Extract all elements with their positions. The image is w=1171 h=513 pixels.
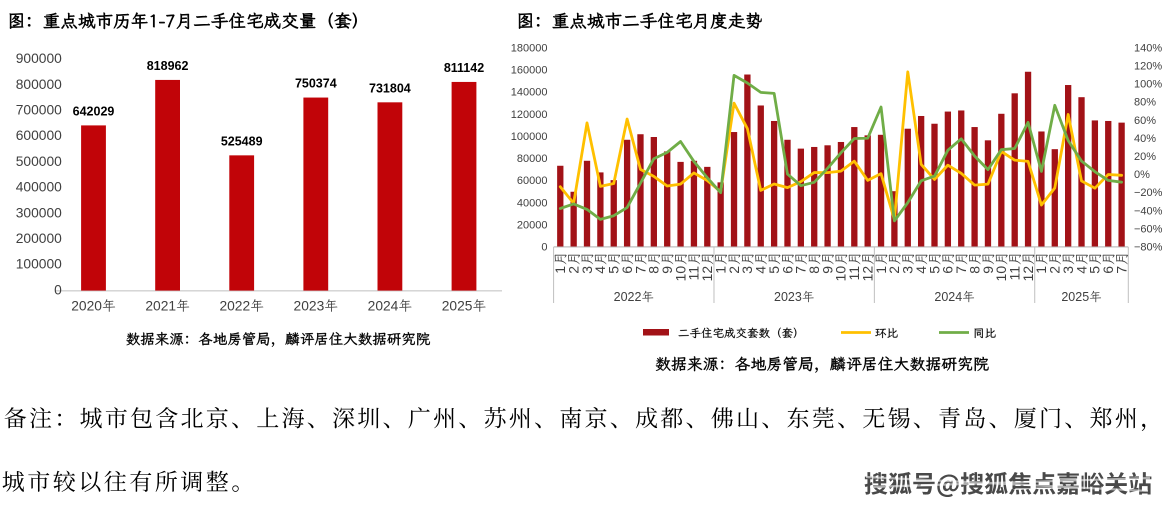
- svg-text:9: 9: [980, 266, 996, 274]
- svg-text:2022: 2022: [614, 290, 642, 304]
- svg-text:7: 7: [632, 266, 648, 274]
- svg-text:100000: 100000: [511, 131, 548, 143]
- svg-text:11: 11: [846, 266, 862, 281]
- svg-text:10: 10: [833, 266, 849, 282]
- svg-text:180000: 180000: [511, 42, 548, 54]
- svg-text:11: 11: [1006, 266, 1022, 281]
- svg-text:4: 4: [592, 266, 608, 274]
- svg-text:40000: 40000: [517, 197, 548, 209]
- svg-text:7: 7: [793, 266, 809, 274]
- svg-text:100%: 100%: [1134, 79, 1162, 91]
- svg-text:80%: 80%: [1134, 97, 1156, 109]
- svg-text:5: 5: [766, 266, 782, 274]
- svg-text:−20%: −20%: [1134, 187, 1163, 199]
- svg-text:160000: 160000: [511, 65, 548, 77]
- svg-text:3: 3: [1060, 266, 1076, 274]
- svg-text:6: 6: [779, 266, 795, 274]
- svg-text:5: 5: [926, 266, 942, 274]
- svg-text:1: 1: [712, 266, 728, 274]
- svg-text:6: 6: [1100, 266, 1116, 274]
- svg-text:40%: 40%: [1134, 133, 1156, 145]
- svg-text:120%: 120%: [1134, 61, 1162, 73]
- svg-text:120000: 120000: [511, 109, 548, 121]
- svg-text:700000: 700000: [16, 103, 62, 118]
- svg-text:300000: 300000: [16, 205, 62, 220]
- svg-text:1: 1: [1033, 266, 1049, 274]
- svg-text:3: 3: [579, 266, 595, 274]
- svg-text:60%: 60%: [1134, 115, 1156, 127]
- svg-text:20000: 20000: [517, 219, 548, 231]
- svg-text:400000: 400000: [16, 180, 62, 195]
- svg-text:642029: 642029: [73, 104, 115, 118]
- svg-text:12: 12: [859, 266, 875, 282]
- svg-text:−40%: −40%: [1134, 205, 1163, 217]
- svg-text:3: 3: [739, 266, 755, 274]
- svg-text:4: 4: [1073, 266, 1089, 274]
- svg-text:750374: 750374: [295, 77, 337, 91]
- svg-text:800000: 800000: [16, 77, 62, 92]
- svg-text:0%: 0%: [1134, 169, 1150, 181]
- svg-text:100000: 100000: [16, 257, 62, 272]
- svg-text:7: 7: [1113, 266, 1129, 274]
- svg-text:140000: 140000: [511, 87, 548, 99]
- svg-text:3: 3: [900, 266, 916, 274]
- svg-text:811142: 811142: [444, 61, 484, 75]
- svg-text:10: 10: [993, 266, 1009, 282]
- svg-text:5: 5: [606, 266, 622, 274]
- svg-text:4: 4: [913, 266, 929, 274]
- svg-text:12: 12: [699, 266, 715, 282]
- svg-text:0: 0: [541, 242, 547, 254]
- svg-text:2025: 2025: [442, 299, 473, 314]
- svg-text:6: 6: [619, 266, 635, 274]
- svg-text:600000: 600000: [16, 128, 62, 143]
- svg-text:−80%: −80%: [1134, 242, 1163, 254]
- svg-text:525489: 525489: [221, 134, 263, 148]
- svg-text:500000: 500000: [16, 154, 62, 169]
- svg-text:2023: 2023: [294, 299, 325, 314]
- svg-text:2025: 2025: [1061, 290, 1089, 304]
- svg-text:7: 7: [953, 266, 969, 274]
- svg-text:1: 1: [873, 266, 889, 274]
- svg-text:140%: 140%: [1134, 42, 1162, 54]
- svg-text:2: 2: [565, 266, 581, 274]
- svg-text:2023: 2023: [774, 290, 802, 304]
- svg-text:6: 6: [940, 266, 956, 274]
- svg-text:731804: 731804: [369, 81, 411, 95]
- svg-text:60000: 60000: [517, 175, 548, 187]
- svg-text:80000: 80000: [517, 153, 548, 165]
- svg-text:8: 8: [966, 266, 982, 274]
- svg-text:12: 12: [1020, 266, 1036, 282]
- svg-text:0: 0: [54, 282, 62, 297]
- svg-text:5: 5: [1087, 266, 1103, 274]
- svg-text:2024: 2024: [934, 290, 962, 304]
- svg-text:900000: 900000: [16, 51, 62, 66]
- svg-text:9: 9: [819, 266, 835, 274]
- svg-text:9: 9: [659, 266, 675, 274]
- svg-text:11: 11: [686, 266, 702, 281]
- svg-text:1: 1: [552, 266, 568, 274]
- svg-text:4: 4: [753, 266, 769, 274]
- svg-text:200000: 200000: [16, 231, 62, 246]
- svg-text:2021: 2021: [145, 299, 176, 314]
- svg-text:818962: 818962: [147, 59, 189, 73]
- svg-text:8: 8: [646, 266, 662, 274]
- svg-text:−60%: −60%: [1134, 223, 1163, 235]
- svg-text:2020: 2020: [71, 299, 102, 314]
- svg-text:2: 2: [886, 266, 902, 274]
- svg-text:2024: 2024: [368, 299, 399, 314]
- svg-text:2022: 2022: [219, 299, 250, 314]
- svg-text:8: 8: [806, 266, 822, 274]
- svg-text:2: 2: [1047, 266, 1063, 274]
- svg-text:10: 10: [672, 266, 688, 282]
- svg-text:20%: 20%: [1134, 151, 1156, 163]
- svg-text:2: 2: [726, 266, 742, 274]
